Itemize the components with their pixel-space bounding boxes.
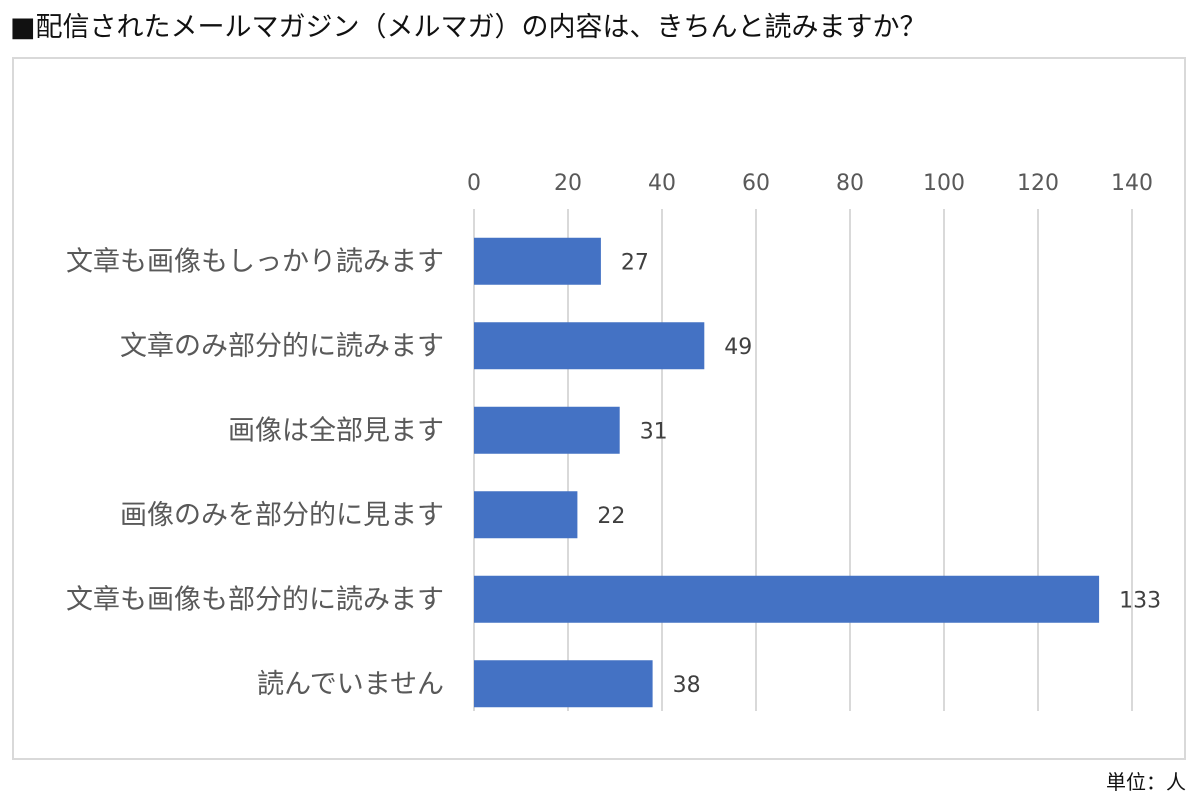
value-label: 22 <box>597 504 625 529</box>
gridlines <box>473 209 1133 711</box>
category-label: 読んでいません <box>257 669 444 700</box>
bar <box>474 491 578 539</box>
x-tick-label: 120 <box>1017 171 1059 196</box>
x-tick-label: 0 <box>467 171 481 196</box>
bar <box>474 237 601 285</box>
category-label: 文章のみ部分的に読みます <box>120 331 444 362</box>
category-label: 文章も画像もしっかり読みます <box>66 246 444 277</box>
bar <box>474 660 653 708</box>
value-label: 27 <box>621 250 649 275</box>
chart-title: ■配信されたメールマガジン（メルマガ）の内容は、きちんと読みますか？ <box>10 12 927 43</box>
chart-area: 0 20 40 60 80 100 120 140 文章も画像もしっかり読みます文章のみ部分的… <box>12 57 1186 760</box>
value-label: 38 <box>673 673 701 698</box>
x-tick-label: 60 <box>742 171 770 196</box>
x-tick-label: 80 <box>836 171 864 196</box>
category-labels: 文章も画像もしっかり読みます文章のみ部分的に読みます画像は全部見ます画像のみを部… <box>66 246 444 700</box>
bar-chart: 0 20 40 60 80 100 120 140 文章も画像もしっかり読みます文章のみ部分的… <box>66 171 1161 711</box>
category-label: 画像のみを部分的に見ます <box>120 500 444 531</box>
unit-label: 単位：人 <box>1106 770 1186 794</box>
value-label: 31 <box>640 419 668 444</box>
x-tick-label: 100 <box>923 171 965 196</box>
bar <box>474 406 620 454</box>
x-tick-label: 40 <box>648 171 676 196</box>
bar <box>474 322 705 370</box>
bars <box>474 237 1100 708</box>
x-tick-label: 140 <box>1111 171 1153 196</box>
x-axis-ticks: 0 20 40 60 80 100 120 140 <box>467 171 1153 196</box>
bar <box>474 575 1100 623</box>
category-label: 画像は全部見ます <box>228 415 444 446</box>
value-label: 49 <box>724 335 752 360</box>
value-labels: 27 49 31 22 133 38 <box>597 250 1161 698</box>
category-label: 文章も画像も部分的に読みます <box>66 584 444 615</box>
x-tick-label: 20 <box>554 171 582 196</box>
value-label: 133 <box>1119 588 1161 613</box>
